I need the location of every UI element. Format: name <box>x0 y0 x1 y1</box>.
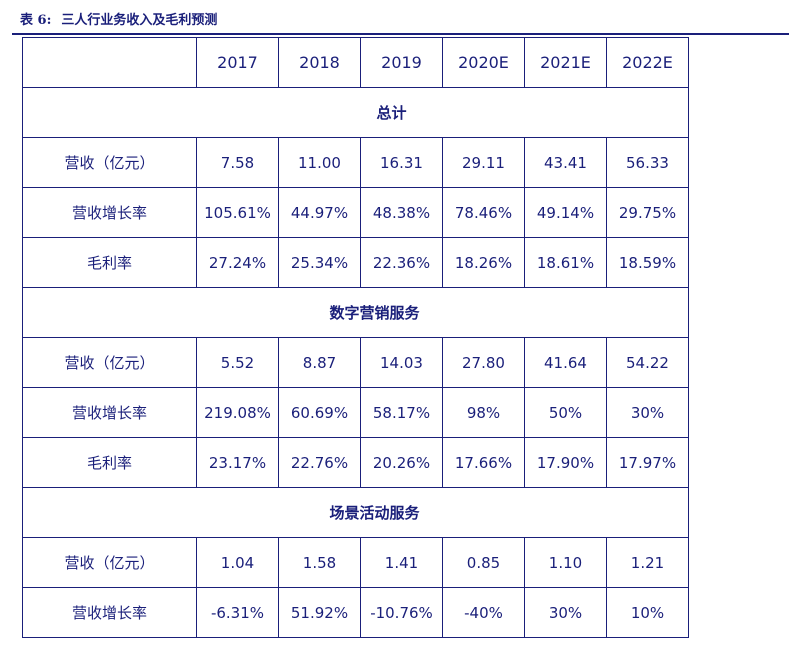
value-cell: 27.24% <box>196 237 279 288</box>
row-label: 营收（亿元） <box>22 337 197 388</box>
section-header: 总计 <box>22 87 689 138</box>
section-title: 总计 <box>376 104 407 122</box>
value-cell: 1.41 <box>360 537 443 588</box>
value-cell: 27.80 <box>442 337 525 388</box>
section-row-event-services: 场景活动服务 <box>22 487 689 538</box>
value-cell: 22.36% <box>360 237 443 288</box>
value-cell: 58.17% <box>360 387 443 438</box>
table-row: 毛利率 27.24% 25.34% 22.36% 18.26% 18.61% 1… <box>22 237 689 288</box>
value-cell: 1.10 <box>524 537 607 588</box>
value-cell: 50% <box>524 387 607 438</box>
value-cell: 11.00 <box>278 137 361 188</box>
row-label: 营收增长率 <box>22 587 197 638</box>
value-cell: -6.31% <box>196 587 279 638</box>
corner-cell <box>22 37 197 88</box>
row-label: 营收（亿元） <box>22 137 197 188</box>
value-cell: -40% <box>442 587 525 638</box>
value-cell: 20.26% <box>360 437 443 488</box>
table-row: 营收增长率 105.61% 44.97% 48.38% 78.46% 49.14… <box>22 187 689 238</box>
value-cell: 98% <box>442 387 525 438</box>
value-cell: 60.69% <box>278 387 361 438</box>
section-title: 场景活动服务 <box>329 504 420 522</box>
year-header: 2022E <box>606 37 689 88</box>
table-row: 营收（亿元） 5.52 8.87 14.03 27.80 41.64 54.22 <box>22 337 689 388</box>
value-cell: -10.76% <box>360 587 443 638</box>
value-cell: 16.31 <box>360 137 443 188</box>
value-cell: 25.34% <box>278 237 361 288</box>
section-row-digital-marketing: 数字营销服务 <box>22 287 689 338</box>
value-cell: 219.08% <box>196 387 279 438</box>
value-cell: 1.58 <box>278 537 361 588</box>
value-cell: 105.61% <box>196 187 279 238</box>
value-cell: 18.61% <box>524 237 607 288</box>
section-row-total: 总计 <box>22 87 689 138</box>
value-cell: 18.26% <box>442 237 525 288</box>
value-cell: 7.58 <box>196 137 279 188</box>
year-header: 2017 <box>196 37 279 88</box>
year-header: 2021E <box>524 37 607 88</box>
section-title: 数字营销服务 <box>329 304 420 322</box>
row-label: 营收增长率 <box>22 387 197 438</box>
value-cell: 14.03 <box>360 337 443 388</box>
value-cell: 54.22 <box>606 337 689 388</box>
table-row: 营收（亿元） 1.04 1.58 1.41 0.85 1.10 1.21 <box>22 537 689 588</box>
value-cell: 30% <box>606 387 689 438</box>
row-label: 毛利率 <box>22 437 197 488</box>
value-cell: 48.38% <box>360 187 443 238</box>
section-header: 场景活动服务 <box>22 487 689 538</box>
value-cell: 41.64 <box>524 337 607 388</box>
value-cell: 5.52 <box>196 337 279 388</box>
table-row: 营收增长率 219.08% 60.69% 58.17% 98% 50% 30% <box>22 387 689 438</box>
row-label: 营收（亿元） <box>22 537 197 588</box>
value-cell: 18.59% <box>606 237 689 288</box>
value-cell: 22.76% <box>278 437 361 488</box>
revenue-forecast-table: 2017 2018 2019 2020E 2021E 2022E 总计 营收（亿… <box>22 37 689 638</box>
table-row: 营收（亿元） 7.58 11.00 16.31 29.11 43.41 56.3… <box>22 137 689 188</box>
year-header: 2019 <box>360 37 443 88</box>
value-cell: 23.17% <box>196 437 279 488</box>
value-cell: 10% <box>606 587 689 638</box>
value-cell: 17.90% <box>524 437 607 488</box>
table-row: 营收增长率 -6.31% 51.92% -10.76% -40% 30% 10% <box>22 587 689 638</box>
year-header: 2020E <box>442 37 525 88</box>
header-row: 2017 2018 2019 2020E 2021E 2022E <box>22 37 689 88</box>
row-label: 营收增长率 <box>22 187 197 238</box>
table-title: 三人行业务收入及毛利预测 <box>61 13 218 28</box>
value-cell: 1.04 <box>196 537 279 588</box>
table-caption: 表 6: 三人行业务收入及毛利预测 <box>20 9 217 28</box>
value-cell: 0.85 <box>442 537 525 588</box>
year-header: 2018 <box>278 37 361 88</box>
table-number: 表 6: <box>20 13 52 28</box>
value-cell: 43.41 <box>524 137 607 188</box>
row-label: 毛利率 <box>22 237 197 288</box>
value-cell: 17.97% <box>606 437 689 488</box>
value-cell: 17.66% <box>442 437 525 488</box>
value-cell: 56.33 <box>606 137 689 188</box>
value-cell: 8.87 <box>278 337 361 388</box>
value-cell: 29.11 <box>442 137 525 188</box>
section-header: 数字营销服务 <box>22 287 689 338</box>
value-cell: 30% <box>524 587 607 638</box>
value-cell: 51.92% <box>278 587 361 638</box>
value-cell: 49.14% <box>524 187 607 238</box>
caption-rule <box>12 33 789 35</box>
value-cell: 29.75% <box>606 187 689 238</box>
value-cell: 1.21 <box>606 537 689 588</box>
value-cell: 44.97% <box>278 187 361 238</box>
value-cell: 78.46% <box>442 187 525 238</box>
table-row: 毛利率 23.17% 22.76% 20.26% 17.66% 17.90% 1… <box>22 437 689 488</box>
